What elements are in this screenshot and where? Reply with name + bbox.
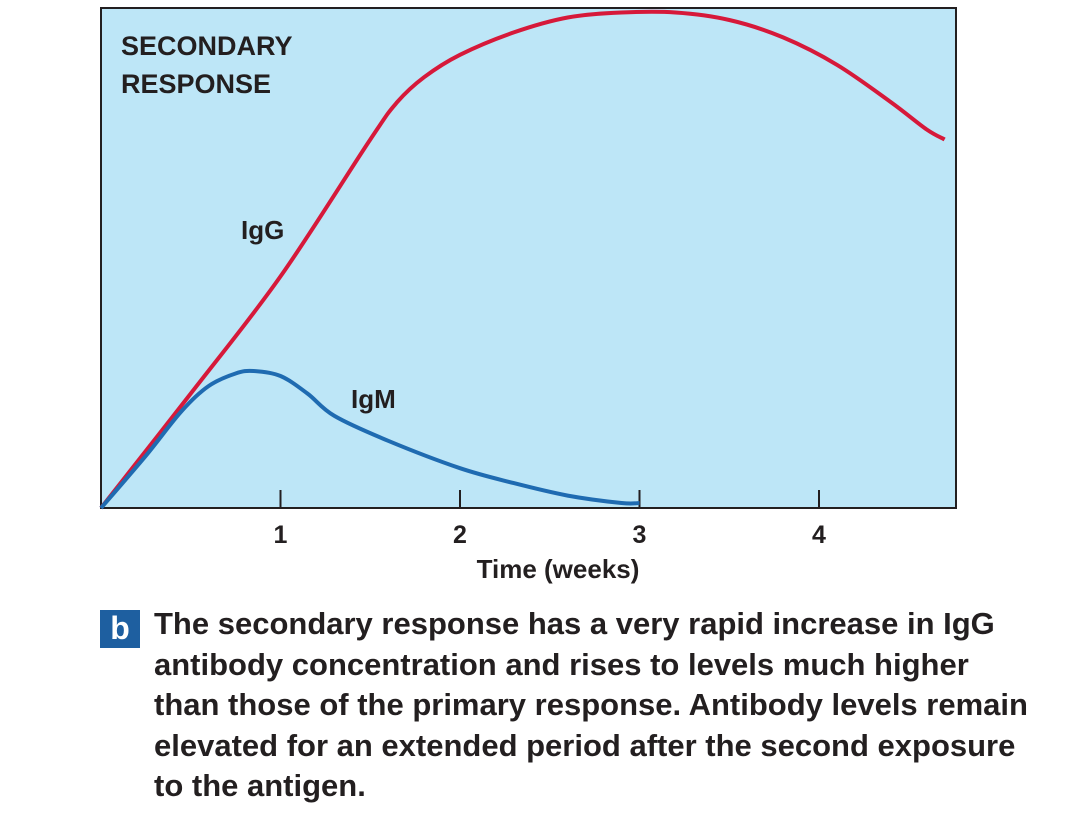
x-tick-label-3: 3 [633, 521, 647, 549]
chart-title-line-1: SECONDARY [121, 31, 293, 61]
chart-title-line-2: RESPONSE [121, 69, 271, 99]
series-line-igg [99, 9, 946, 510]
series-line-igm [99, 368, 640, 510]
series-lines [99, 9, 946, 510]
x-tick-label-4: 4 [812, 521, 826, 549]
plot-area [100, 7, 957, 509]
series-label-igg: IgG [241, 215, 284, 245]
x-tick-label-2: 2 [453, 521, 467, 549]
caption-text: The secondary response has a very rapid … [154, 606, 1028, 803]
chart-svg: 1 2 3 4 SECONDARY RESPONSE IgG IgM Time (we… [99, 7, 957, 584]
x-tick-label-1: 1 [274, 521, 288, 549]
caption-badge: b [100, 610, 140, 648]
x-axis-label: Time (weeks) [477, 554, 640, 584]
x-ticks: 1 2 3 4 [274, 490, 826, 549]
series-label-igm: IgM [351, 384, 396, 414]
